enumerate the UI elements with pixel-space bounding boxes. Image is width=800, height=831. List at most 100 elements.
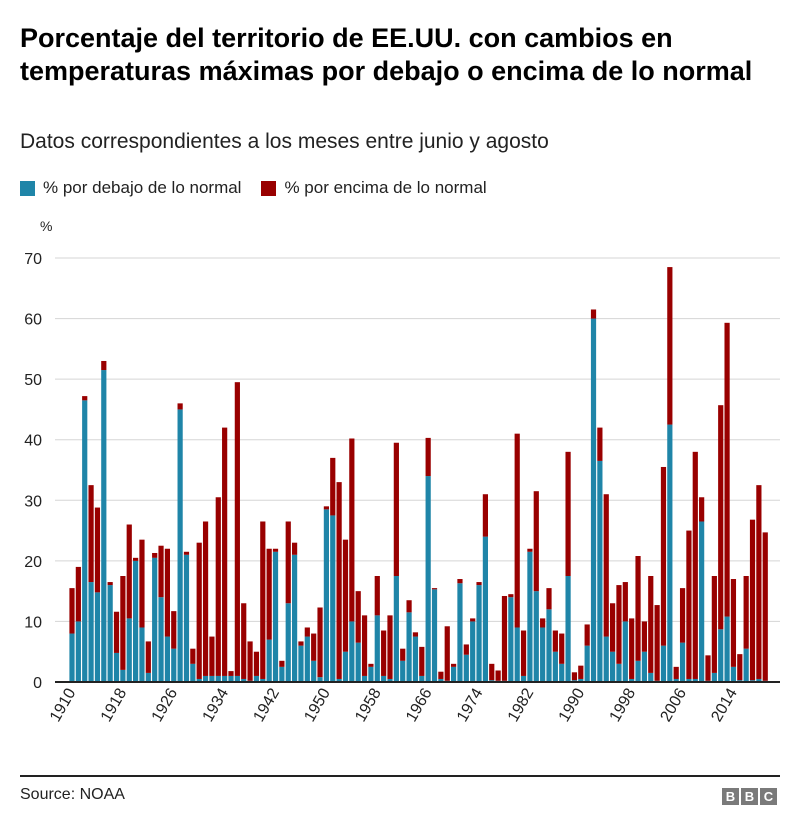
- bar-below-1998: [629, 678, 635, 682]
- bar-above-1923: [152, 552, 158, 558]
- bar-above-1921: [139, 539, 145, 628]
- bar-below-1923: [152, 557, 158, 682]
- bar-above-1937: [241, 603, 247, 679]
- bar-above-2013: [724, 322, 730, 617]
- bar-below-1957: [368, 666, 374, 682]
- x-tick-label: 1958: [352, 685, 385, 724]
- bar-above-1957: [368, 663, 374, 667]
- bar-below-1927: [177, 409, 183, 682]
- bar-above-1988: [565, 451, 571, 576]
- y-tick-label: 20: [24, 554, 42, 571]
- bar-below-1925: [164, 636, 170, 682]
- bar-above-1959: [381, 630, 387, 676]
- bar-above-1929: [190, 648, 196, 664]
- bar-below-1988: [565, 576, 571, 682]
- bar-below-1953: [342, 651, 349, 682]
- bar-below-2003: [660, 645, 667, 682]
- bar-above-1910: [69, 588, 75, 634]
- bar-below-1970: [451, 666, 457, 682]
- bar-above-1940: [260, 521, 266, 679]
- bar-above-2008: [692, 451, 698, 679]
- bar-below-1945: [292, 554, 298, 682]
- bar-below-1934: [222, 675, 228, 682]
- bar-below-1980: [514, 627, 520, 682]
- x-tick-label: 1918: [98, 685, 131, 724]
- bar-above-1951: [330, 457, 336, 516]
- bar-above-1987: [559, 633, 565, 664]
- bar-below-1939: [253, 675, 260, 682]
- bbc-logo-letter: C: [760, 788, 777, 805]
- legend: % por debajo de lo normal % por encima d…: [20, 178, 507, 198]
- bar-below-2005: [673, 678, 679, 682]
- bar-below-1940: [260, 678, 266, 682]
- bar-above-1998: [629, 618, 635, 679]
- bar-above-1939: [253, 651, 260, 676]
- bar-below-1981: [520, 675, 527, 682]
- bar-above-1913: [88, 485, 94, 583]
- bar-below-1937: [241, 678, 247, 682]
- bar-below-1924: [158, 597, 164, 682]
- bar-above-2018: [756, 485, 762, 679]
- bar-above-1960: [387, 615, 393, 679]
- bar-below-1917: [113, 652, 120, 682]
- bar-below-1943: [279, 666, 285, 682]
- bar-below-1992: [590, 318, 597, 682]
- bar-above-1989: [571, 672, 578, 681]
- bar-below-1922: [145, 672, 151, 682]
- y-tick-labels: 0 10 20 30 40 50 60 70: [24, 251, 42, 692]
- bar-below-1913: [88, 582, 94, 682]
- bar-above-2006: [679, 588, 686, 643]
- x-tick-label: 1998: [607, 685, 640, 724]
- bar-above-1966: [425, 437, 431, 477]
- bar-above-2003: [660, 466, 667, 646]
- bar-above-1926: [171, 611, 177, 649]
- bar-above-1986: [552, 630, 558, 652]
- bar-above-1943: [279, 660, 285, 667]
- bar-above-1984: [540, 618, 546, 628]
- bar-above-1980: [514, 433, 520, 628]
- bar-below-1984: [540, 627, 546, 682]
- bar-below-1966: [425, 476, 431, 682]
- bar-below-1936: [234, 675, 240, 682]
- x-tick-label: 1910: [47, 685, 80, 724]
- bar-above-2005: [673, 666, 679, 679]
- bar-above-2012: [718, 405, 724, 630]
- legend-swatch-below: [20, 180, 35, 196]
- bar-below-1985: [546, 609, 552, 682]
- bar-above-1964: [412, 632, 419, 637]
- bar-above-2011: [711, 576, 717, 673]
- bar-below-2001: [648, 672, 654, 682]
- chart-subtitle: Datos correspondientes a los meses entre…: [20, 130, 549, 153]
- bar-above-1971: [457, 579, 463, 584]
- bar-below-1916: [107, 585, 113, 682]
- x-tick-label: 1926: [149, 685, 182, 724]
- x-tick-label: 1942: [250, 685, 283, 724]
- bar-above-1946: [298, 641, 304, 646]
- bar-above-1933: [215, 497, 221, 676]
- bar-above-1973: [470, 618, 476, 622]
- bar-below-1950: [323, 509, 329, 682]
- bar-below-1974: [476, 585, 482, 682]
- bar-above-1912: [82, 396, 88, 401]
- bar-below-1954: [349, 621, 355, 682]
- bar-above-1977: [495, 670, 501, 681]
- bar-below-1914: [94, 592, 101, 682]
- bar-above-1970: [451, 663, 457, 667]
- bar-above-1924: [158, 545, 164, 598]
- bar-below-1944: [285, 603, 291, 682]
- legend-label-above: % por encima de lo normal: [284, 178, 487, 197]
- bar-below-2009: [699, 521, 705, 682]
- footer-divider: [20, 775, 780, 777]
- bar-below-1918: [120, 669, 126, 682]
- bar-above-1956: [361, 615, 368, 676]
- bar-above-2004: [667, 267, 673, 425]
- bar-above-1922: [145, 641, 151, 673]
- bar-above-2014: [730, 579, 737, 667]
- bar-above-1969: [444, 626, 450, 681]
- bar-below-1979: [508, 597, 514, 682]
- y-tick-label: 0: [33, 675, 42, 692]
- bar-below-2007: [686, 678, 692, 682]
- bar-above-1958: [374, 576, 380, 616]
- bar-below-2006: [679, 642, 686, 682]
- bar-above-1974: [476, 582, 482, 586]
